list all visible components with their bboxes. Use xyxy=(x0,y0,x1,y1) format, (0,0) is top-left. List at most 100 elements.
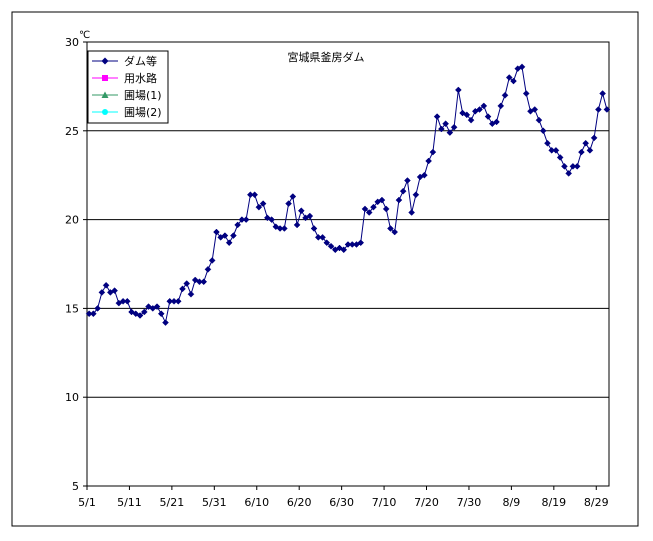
y-tick-label: 20 xyxy=(65,214,79,227)
data-point xyxy=(179,285,186,293)
plot-area xyxy=(86,41,610,487)
y-axis: 5 10 15 20 25 30 xyxy=(65,36,87,493)
data-point xyxy=(399,187,407,195)
data-point xyxy=(293,221,301,229)
data-point xyxy=(438,125,445,133)
data-point xyxy=(230,232,237,239)
data-point xyxy=(327,242,335,250)
data-point xyxy=(544,139,551,147)
data-point xyxy=(94,305,101,312)
data-point xyxy=(395,196,403,204)
data-point xyxy=(361,205,369,213)
data-point xyxy=(259,200,267,207)
series-layer xyxy=(85,63,611,326)
data-point xyxy=(484,113,492,120)
legend-label: 用水路 xyxy=(124,72,157,85)
data-point xyxy=(382,205,390,213)
data-point xyxy=(280,225,288,232)
data-point xyxy=(98,289,106,296)
legend-diamond-marker xyxy=(101,57,109,65)
data-point xyxy=(378,196,386,204)
data-point xyxy=(357,239,365,247)
data-point xyxy=(463,111,471,119)
data-point xyxy=(586,146,594,154)
data-point xyxy=(268,216,275,223)
data-point xyxy=(501,91,509,99)
data-point xyxy=(595,106,602,113)
data-point xyxy=(442,120,449,128)
data-point xyxy=(187,290,195,298)
data-point xyxy=(556,154,564,161)
data-point xyxy=(565,170,573,177)
data-point xyxy=(234,221,242,229)
data-point xyxy=(242,216,250,223)
y-tick-label: 15 xyxy=(65,302,79,315)
data-point xyxy=(404,177,411,184)
data-point xyxy=(493,118,500,126)
data-point xyxy=(213,228,220,236)
x-tick-label: 5/1 xyxy=(78,496,96,509)
data-point xyxy=(306,212,314,220)
data-point xyxy=(319,234,326,241)
y-tick-label: 10 xyxy=(65,391,79,404)
y-tick-label: 30 xyxy=(65,36,79,49)
data-point xyxy=(582,139,590,147)
data-point xyxy=(578,148,585,156)
data-point xyxy=(561,162,568,170)
data-point xyxy=(323,239,331,247)
data-point xyxy=(454,86,462,94)
x-tick-label: 8/9 xyxy=(503,496,521,509)
data-point xyxy=(425,157,432,165)
data-point xyxy=(450,123,458,131)
data-point xyxy=(497,102,505,110)
data-point xyxy=(255,203,263,211)
x-tick-label: 8/19 xyxy=(541,496,566,509)
data-point xyxy=(157,310,165,318)
data-point xyxy=(590,134,598,142)
data-point xyxy=(251,191,258,199)
data-point xyxy=(476,106,483,113)
chart-title: 宮城県釜房ダム xyxy=(288,50,365,64)
data-point xyxy=(208,257,216,264)
legend-label: ダム等 xyxy=(124,54,157,68)
data-point xyxy=(183,280,191,287)
data-point xyxy=(204,265,212,273)
data-point xyxy=(140,308,148,316)
data-point xyxy=(153,303,161,310)
x-tick-label: 6/10 xyxy=(244,496,269,509)
legend-label: 圃場(2) xyxy=(124,106,162,119)
data-point xyxy=(573,162,581,170)
data-point xyxy=(102,281,110,289)
y-tick-label: 25 xyxy=(65,125,79,138)
data-point xyxy=(340,246,348,254)
x-tick-label: 5/21 xyxy=(160,496,185,509)
data-point xyxy=(599,90,606,97)
legend-label: 圃場(1) xyxy=(124,89,162,102)
data-point xyxy=(433,113,441,120)
data-point xyxy=(446,129,454,136)
data-point xyxy=(518,63,526,71)
data-point xyxy=(310,225,318,232)
x-tick-label: 6/30 xyxy=(329,496,354,509)
legend-triangle-marker xyxy=(101,91,109,98)
data-point xyxy=(225,239,233,247)
gridlines xyxy=(87,130,609,398)
x-axis: 5/1 5/11 5/21 5/31 6/10 6/20 6/30 7/10 7/20 7/30 8… xyxy=(78,486,609,509)
x-tick-label: 6/20 xyxy=(287,496,312,509)
x-tick-label: 7/30 xyxy=(457,496,482,509)
x-tick-label: 7/10 xyxy=(372,496,397,509)
data-point xyxy=(480,102,488,110)
data-point xyxy=(522,90,530,97)
data-point xyxy=(289,193,297,200)
data-point xyxy=(429,148,437,156)
data-point xyxy=(535,116,543,124)
data-point xyxy=(539,127,547,135)
x-tick-label: 7/20 xyxy=(414,496,439,509)
x-tick-label: 5/31 xyxy=(202,496,227,509)
data-point xyxy=(221,232,229,239)
data-point xyxy=(531,106,539,113)
legend-square-marker xyxy=(102,75,108,81)
data-point xyxy=(297,207,305,215)
